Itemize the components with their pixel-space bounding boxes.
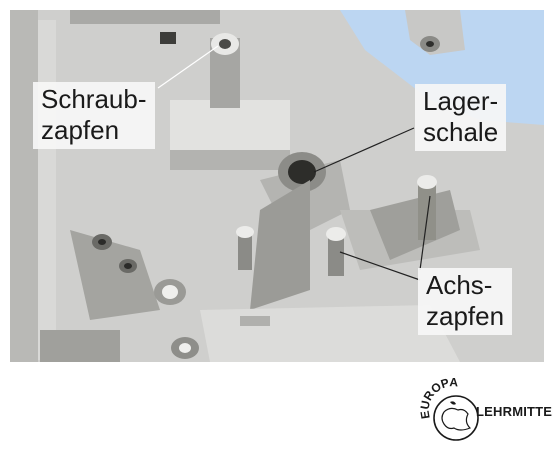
label-achszapfen-line2: zapfen: [426, 301, 505, 331]
label-lagerschale-line2: schale: [423, 117, 499, 147]
label-achszapfen-line1: Achs-: [426, 270, 493, 300]
label-schraubzapfen: Schraub- zapfen: [33, 82, 155, 149]
label-lagerschale: Lager- schale: [415, 84, 507, 151]
label-achszapfen: Achs- zapfen: [418, 268, 513, 335]
logo-arc-text: EUROPA: [418, 375, 459, 420]
label-schraubzapfen-line1: Schraub-: [41, 84, 147, 114]
label-schraubzapfen-line2: zapfen: [41, 115, 120, 145]
logo-side-text: LEHRMITTEL: [476, 404, 553, 419]
europa-lehrmittel-logo: EUROPA LEHRMITTEL: [418, 372, 553, 450]
globe-icon: EUROPA: [418, 375, 479, 441]
svg-text:EUROPA: EUROPA: [420, 375, 459, 420]
label-lagerschale-line1: Lager-: [423, 86, 499, 116]
